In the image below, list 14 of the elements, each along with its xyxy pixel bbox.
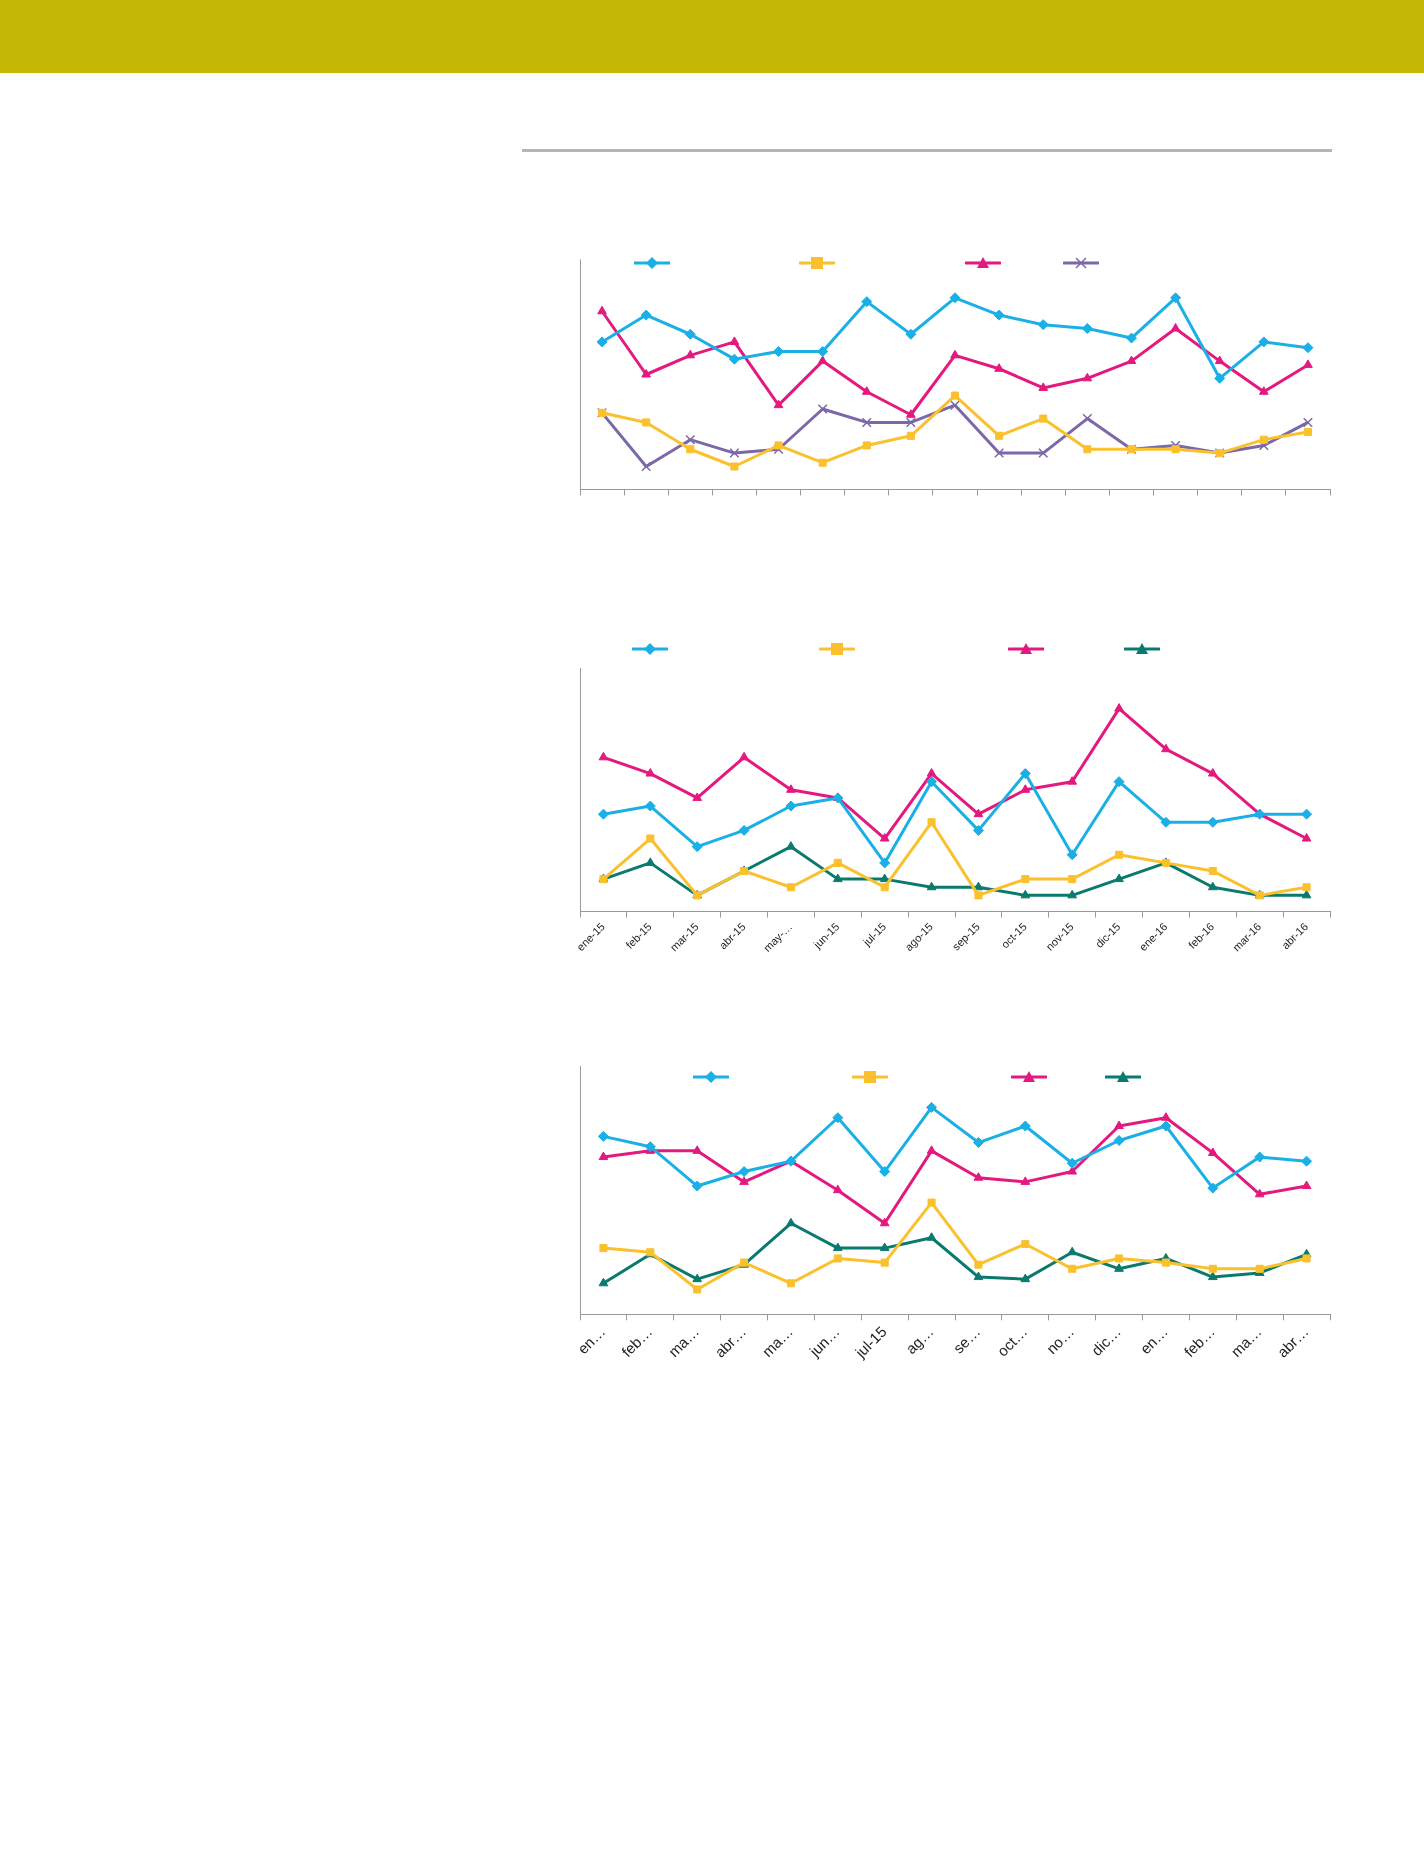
x-tick-label: en… (574, 1322, 609, 1358)
x-tick-label: oct… (993, 1322, 1031, 1360)
x-tick-label: dic… (1087, 1322, 1125, 1359)
x-tick-label: ag… (902, 1322, 937, 1358)
x-tick-label: ma… (1227, 1322, 1265, 1361)
x-tick-label: se… (949, 1322, 984, 1357)
x-tick-label: abr… (1273, 1322, 1312, 1361)
x-tick-label: no… (1042, 1322, 1078, 1358)
x-tick-label: feb… (1180, 1322, 1218, 1361)
x-tick-label: ma… (758, 1322, 796, 1361)
x-tick-label: ma… (664, 1322, 703, 1361)
x-tick-label: feb… (617, 1322, 656, 1361)
x-tick-label: en… (1136, 1322, 1171, 1358)
x-tick-label: abr… (711, 1322, 750, 1361)
